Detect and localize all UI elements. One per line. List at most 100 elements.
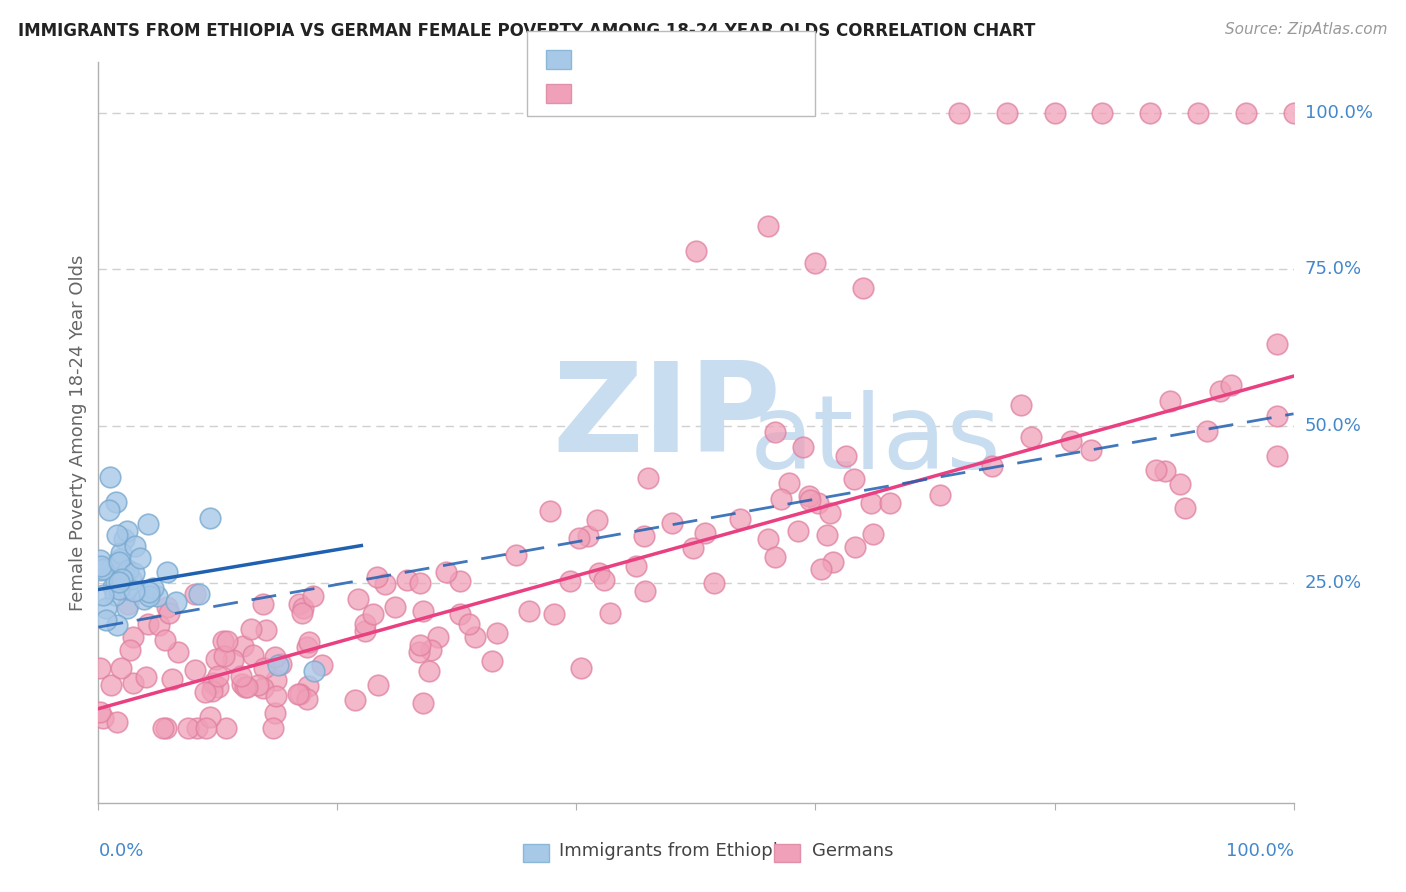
Point [633,529,655,543]
Point [1265,336,1288,351]
Point [155,565,177,579]
Point [367,678,389,692]
Point [481,654,503,668]
Point [110,546,132,560]
Point [91,711,114,725]
Point [142,581,165,595]
Point [138,585,160,599]
Point [588,566,610,581]
Text: 161: 161 [716,80,754,98]
Point [458,616,481,631]
Point [138,589,160,603]
Point [1154,464,1177,478]
Point [108,575,131,590]
Point [396,573,419,587]
Point [366,570,388,584]
Point [763,425,786,439]
Point [96,613,118,627]
Point [110,575,132,590]
Point [288,597,311,611]
Point [136,516,159,531]
Text: R =: R = [579,45,619,62]
Point [252,681,274,695]
Point [695,525,717,540]
Point [593,574,616,588]
Point [90,563,112,577]
Text: IMMIGRANTS FROM ETHIOPIA VS GERMAN FEMALE POVERTY AMONG 18-24 YEAR OLDS CORRELAT: IMMIGRANTS FROM ETHIOPIA VS GERMAN FEMAL… [18,22,1036,40]
Point [288,687,311,701]
Point [291,600,314,615]
Y-axis label: Female Poverty Among 18-24 Year Olds: Female Poverty Among 18-24 Year Olds [69,254,87,611]
Point [558,574,581,589]
Point [569,661,592,675]
Point [148,617,170,632]
Point [409,576,432,591]
Point [980,459,1002,474]
Point [995,105,1018,120]
Point [1187,105,1209,120]
Point [485,626,508,640]
Point [229,668,252,682]
Point [117,597,139,611]
Point [633,583,655,598]
Point [384,599,406,614]
Point [538,504,561,518]
Point [787,524,810,538]
Point [818,506,841,520]
Text: 50.0%: 50.0% [1305,417,1361,435]
Point [287,688,309,702]
Point [585,513,607,527]
Text: atlas: atlas [749,390,1001,491]
Text: 25.0%: 25.0% [1305,574,1362,592]
Point [157,607,180,621]
Point [409,638,432,652]
Text: 0.131: 0.131 [619,45,675,62]
Point [929,488,952,502]
Point [295,692,318,706]
Point [232,640,254,654]
Point [105,714,128,729]
Point [105,618,128,632]
Text: 46: 46 [716,45,741,62]
Point [217,633,239,648]
Point [1159,394,1181,409]
Point [852,281,875,295]
Text: 0.0%: 0.0% [98,842,143,860]
Point [112,567,135,582]
Point [637,471,659,485]
Point [101,580,124,594]
Point [233,680,256,694]
Point [104,574,127,589]
Point [770,491,793,506]
Point [778,476,800,491]
Point [115,582,138,596]
Point [661,516,683,530]
Point [624,559,647,574]
Point [1091,105,1114,120]
Point [97,503,120,517]
Point [201,675,224,690]
Point [124,584,146,599]
Text: N =: N = [678,45,717,62]
Point [252,597,274,611]
Point [236,680,259,694]
Point [354,624,377,638]
Point [264,706,287,720]
Point [132,592,155,607]
Point [1219,377,1241,392]
Point [1021,430,1043,444]
Point [128,551,150,566]
Point [1010,399,1032,413]
Point [198,511,221,525]
Point [948,105,970,120]
Point [567,531,589,545]
Point [298,635,321,649]
Point [730,511,752,525]
Point [117,563,139,577]
Point [207,680,229,694]
Text: 75.0%: 75.0% [1305,260,1362,278]
Point [844,472,866,486]
Point [242,648,264,662]
FancyBboxPatch shape [523,844,548,862]
Point [361,607,384,622]
